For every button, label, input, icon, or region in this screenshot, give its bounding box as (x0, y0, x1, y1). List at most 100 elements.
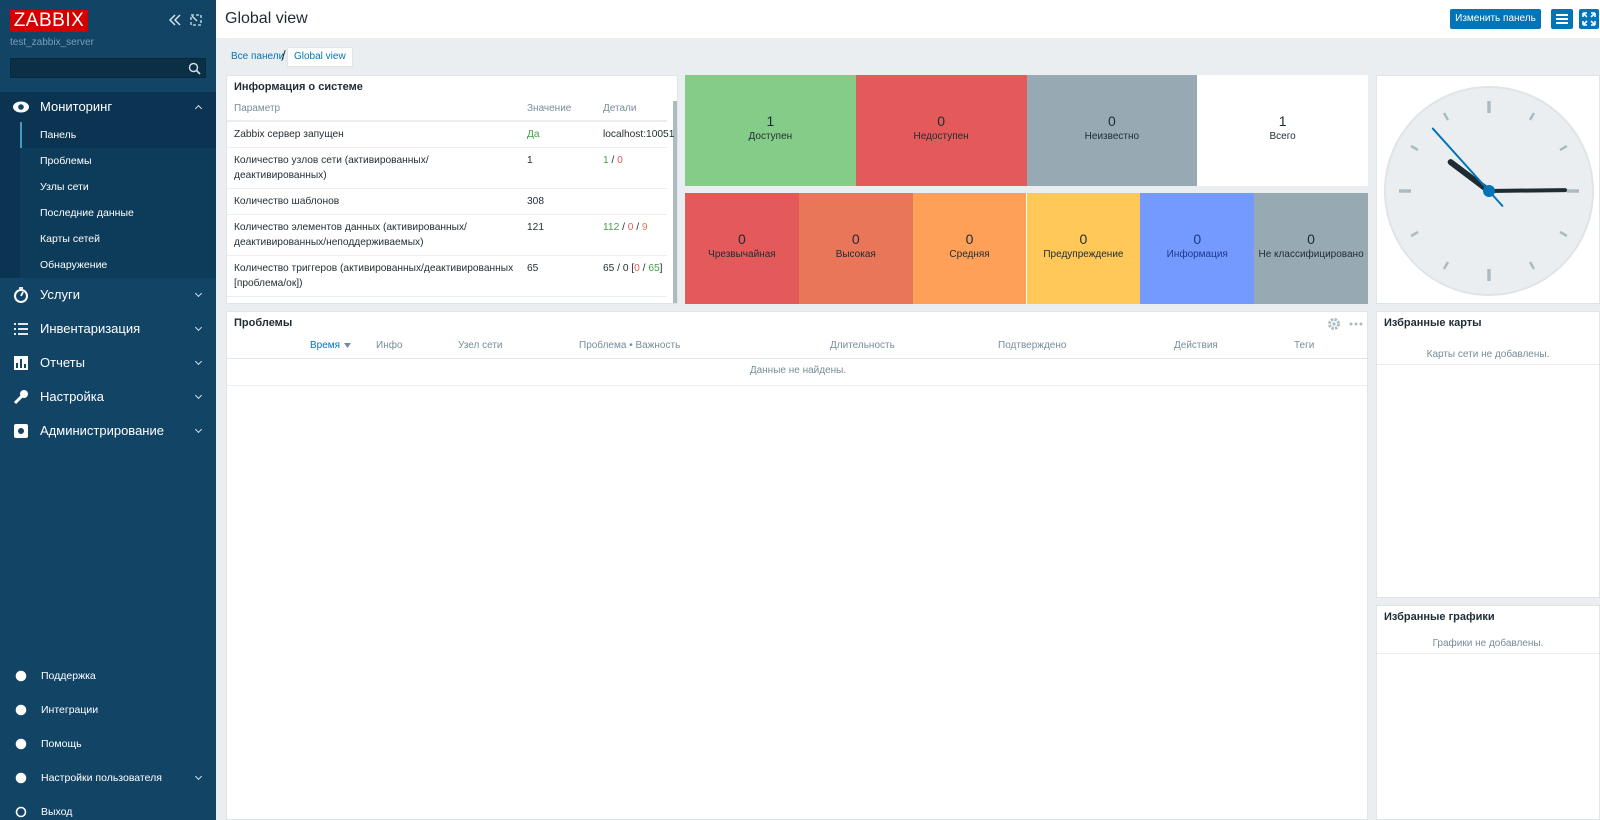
detail-part: ] (659, 263, 663, 274)
status-cell[interactable]: 1 Всего (1197, 75, 1368, 186)
menu-section[interactable]: Мониторинг (0, 92, 216, 122)
clock-tick (1410, 230, 1419, 238)
search-input[interactable] (10, 58, 206, 78)
widget-settings[interactable] (1327, 317, 1341, 331)
menu-section-label: Инвентаризация (40, 321, 141, 336)
column-label: Подтверждено (998, 340, 1067, 351)
widget-title: Информация о системе (234, 81, 363, 93)
column-label: Узел сети (458, 340, 503, 351)
status-cell[interactable]: 0 Не классифицировано (1254, 193, 1368, 304)
clock-tick (1559, 144, 1568, 152)
icon (14, 323, 28, 335)
column-header[interactable]: Проблема • Важность (579, 340, 680, 351)
status-cell[interactable]: 0 Информация (1140, 193, 1255, 304)
status-label: Информация (1166, 249, 1228, 260)
icon (15, 738, 27, 750)
submenu-item[interactable]: Узлы сети (20, 174, 216, 200)
scrollbar[interactable] (673, 101, 677, 303)
menu-section[interactable]: Инвентаризация (0, 312, 216, 346)
menu-section[interactable]: Администрирование (0, 414, 216, 448)
breadcrumb-current[interactable]: Global view (287, 47, 353, 67)
wrench-head (20, 390, 28, 398)
status-cell[interactable]: 0 Предупреждение (1026, 193, 1141, 304)
detail-part: 1 (603, 155, 609, 166)
bottom-menu-item[interactable]: Поддержка (0, 659, 216, 693)
detail-part: / (619, 222, 628, 233)
clock-tick (1442, 261, 1450, 270)
icon (15, 806, 27, 818)
icon-shape (15, 670, 27, 682)
status-count: 0 (738, 231, 746, 247)
menu-section-label: Мониторинг (40, 99, 113, 114)
status-cell[interactable]: 0 Средняя (912, 193, 1027, 304)
status-label: Чрезвычайная (708, 249, 776, 260)
fullscreen-button[interactable] (1579, 9, 1599, 29)
detail-part: 65 (648, 263, 660, 274)
status-cell[interactable]: 1 Доступен (685, 75, 856, 186)
status-label: Всего (1269, 131, 1296, 142)
menu-button[interactable] (1551, 9, 1573, 29)
details: 65 / 0 [0 / 65] (603, 261, 663, 276)
column-header[interactable]: Инфо (376, 340, 403, 351)
status-cell[interactable]: 0 Неизвестно (1026, 75, 1198, 186)
menu-section-label: Отчеты (40, 355, 85, 370)
submenu-item[interactable]: Проблемы (20, 148, 216, 174)
bottom-menu-item[interactable]: Помощь (0, 727, 216, 761)
details: 112 / 0 / 9 (603, 220, 648, 235)
submenu-label: Панель (40, 129, 77, 141)
menu-section[interactable]: Отчеты (0, 346, 216, 380)
chevron (194, 104, 203, 113)
status-count: 0 (851, 231, 860, 247)
kiosk-button[interactable] (189, 13, 203, 27)
edit-dashboard-button[interactable]: Изменить панель (1450, 9, 1541, 29)
widget-title: Избранные карты (1384, 317, 1482, 329)
submenu-item[interactable]: Последние данные (20, 200, 216, 226)
bottom-menu-item[interactable]: Интеграции (0, 693, 216, 727)
value: 308 (527, 196, 544, 207)
column-header[interactable]: Время (310, 340, 352, 351)
value: Да (527, 129, 540, 140)
clock-tick (1528, 261, 1536, 270)
favorite-maps-widget: Избранные карты Карты сети не добавлены. (1376, 311, 1600, 598)
status-cell[interactable]: 0 Недоступен (855, 75, 1027, 186)
favorite-graphs-widget: Избранные графики Графики не добавлены. (1376, 605, 1600, 820)
list (14, 323, 28, 335)
table-body: Zabbix сервер запущен Да localhost:10051 Ко… (227, 120, 674, 303)
column-header[interactable]: Теги (1294, 340, 1314, 351)
status-cell[interactable]: 0 Чрезвычайная (685, 193, 799, 304)
bottom-menu-item[interactable]: Настройки пользователя (0, 761, 216, 795)
column-header[interactable]: Действия (1174, 340, 1218, 351)
row-divider (1377, 653, 1599, 654)
submenu-item[interactable]: Панель (20, 122, 216, 148)
menu-section[interactable]: Услуги (0, 278, 216, 312)
status-cell[interactable]: 0 Высокая (798, 193, 913, 304)
bottom-menu-label: Настройки пользователя (41, 772, 162, 784)
detail-part: 112 (603, 222, 620, 233)
icon (14, 356, 28, 370)
icon-shape (15, 772, 27, 784)
submenu-label: Проблемы (40, 155, 92, 167)
chevron (194, 391, 203, 400)
table-row: Количество элементов данных (активирован… (227, 215, 667, 256)
icon (13, 101, 29, 113)
widget-menu[interactable] (1348, 317, 1364, 331)
column-label: Теги (1294, 340, 1315, 351)
submenu-item[interactable]: Карты сетей (20, 226, 216, 252)
empty-message: Карты сети не добавлены. (1426, 349, 1550, 360)
breadcrumb-link[interactable]: Все панели (231, 51, 285, 62)
chevron (194, 772, 203, 781)
bottom-menu-item[interactable]: Выход (0, 795, 216, 820)
logo[interactable]: ZABBIX (10, 10, 88, 32)
clock-tick (1528, 112, 1536, 121)
menu-section[interactable]: Настройка (0, 380, 216, 414)
column-header[interactable]: Длительность (830, 340, 895, 351)
status-count: 0 (1079, 231, 1088, 247)
menu-section-label: Администрирование (40, 423, 164, 438)
collapse-button[interactable] (168, 13, 182, 27)
column-header[interactable]: Подтверждено (998, 340, 1066, 351)
icon-shape (15, 704, 27, 716)
submenu-item[interactable]: Обнаружение (20, 252, 216, 278)
column-header[interactable]: Узел сети (458, 340, 503, 351)
search-icon[interactable] (188, 62, 201, 75)
chevron (194, 357, 203, 366)
